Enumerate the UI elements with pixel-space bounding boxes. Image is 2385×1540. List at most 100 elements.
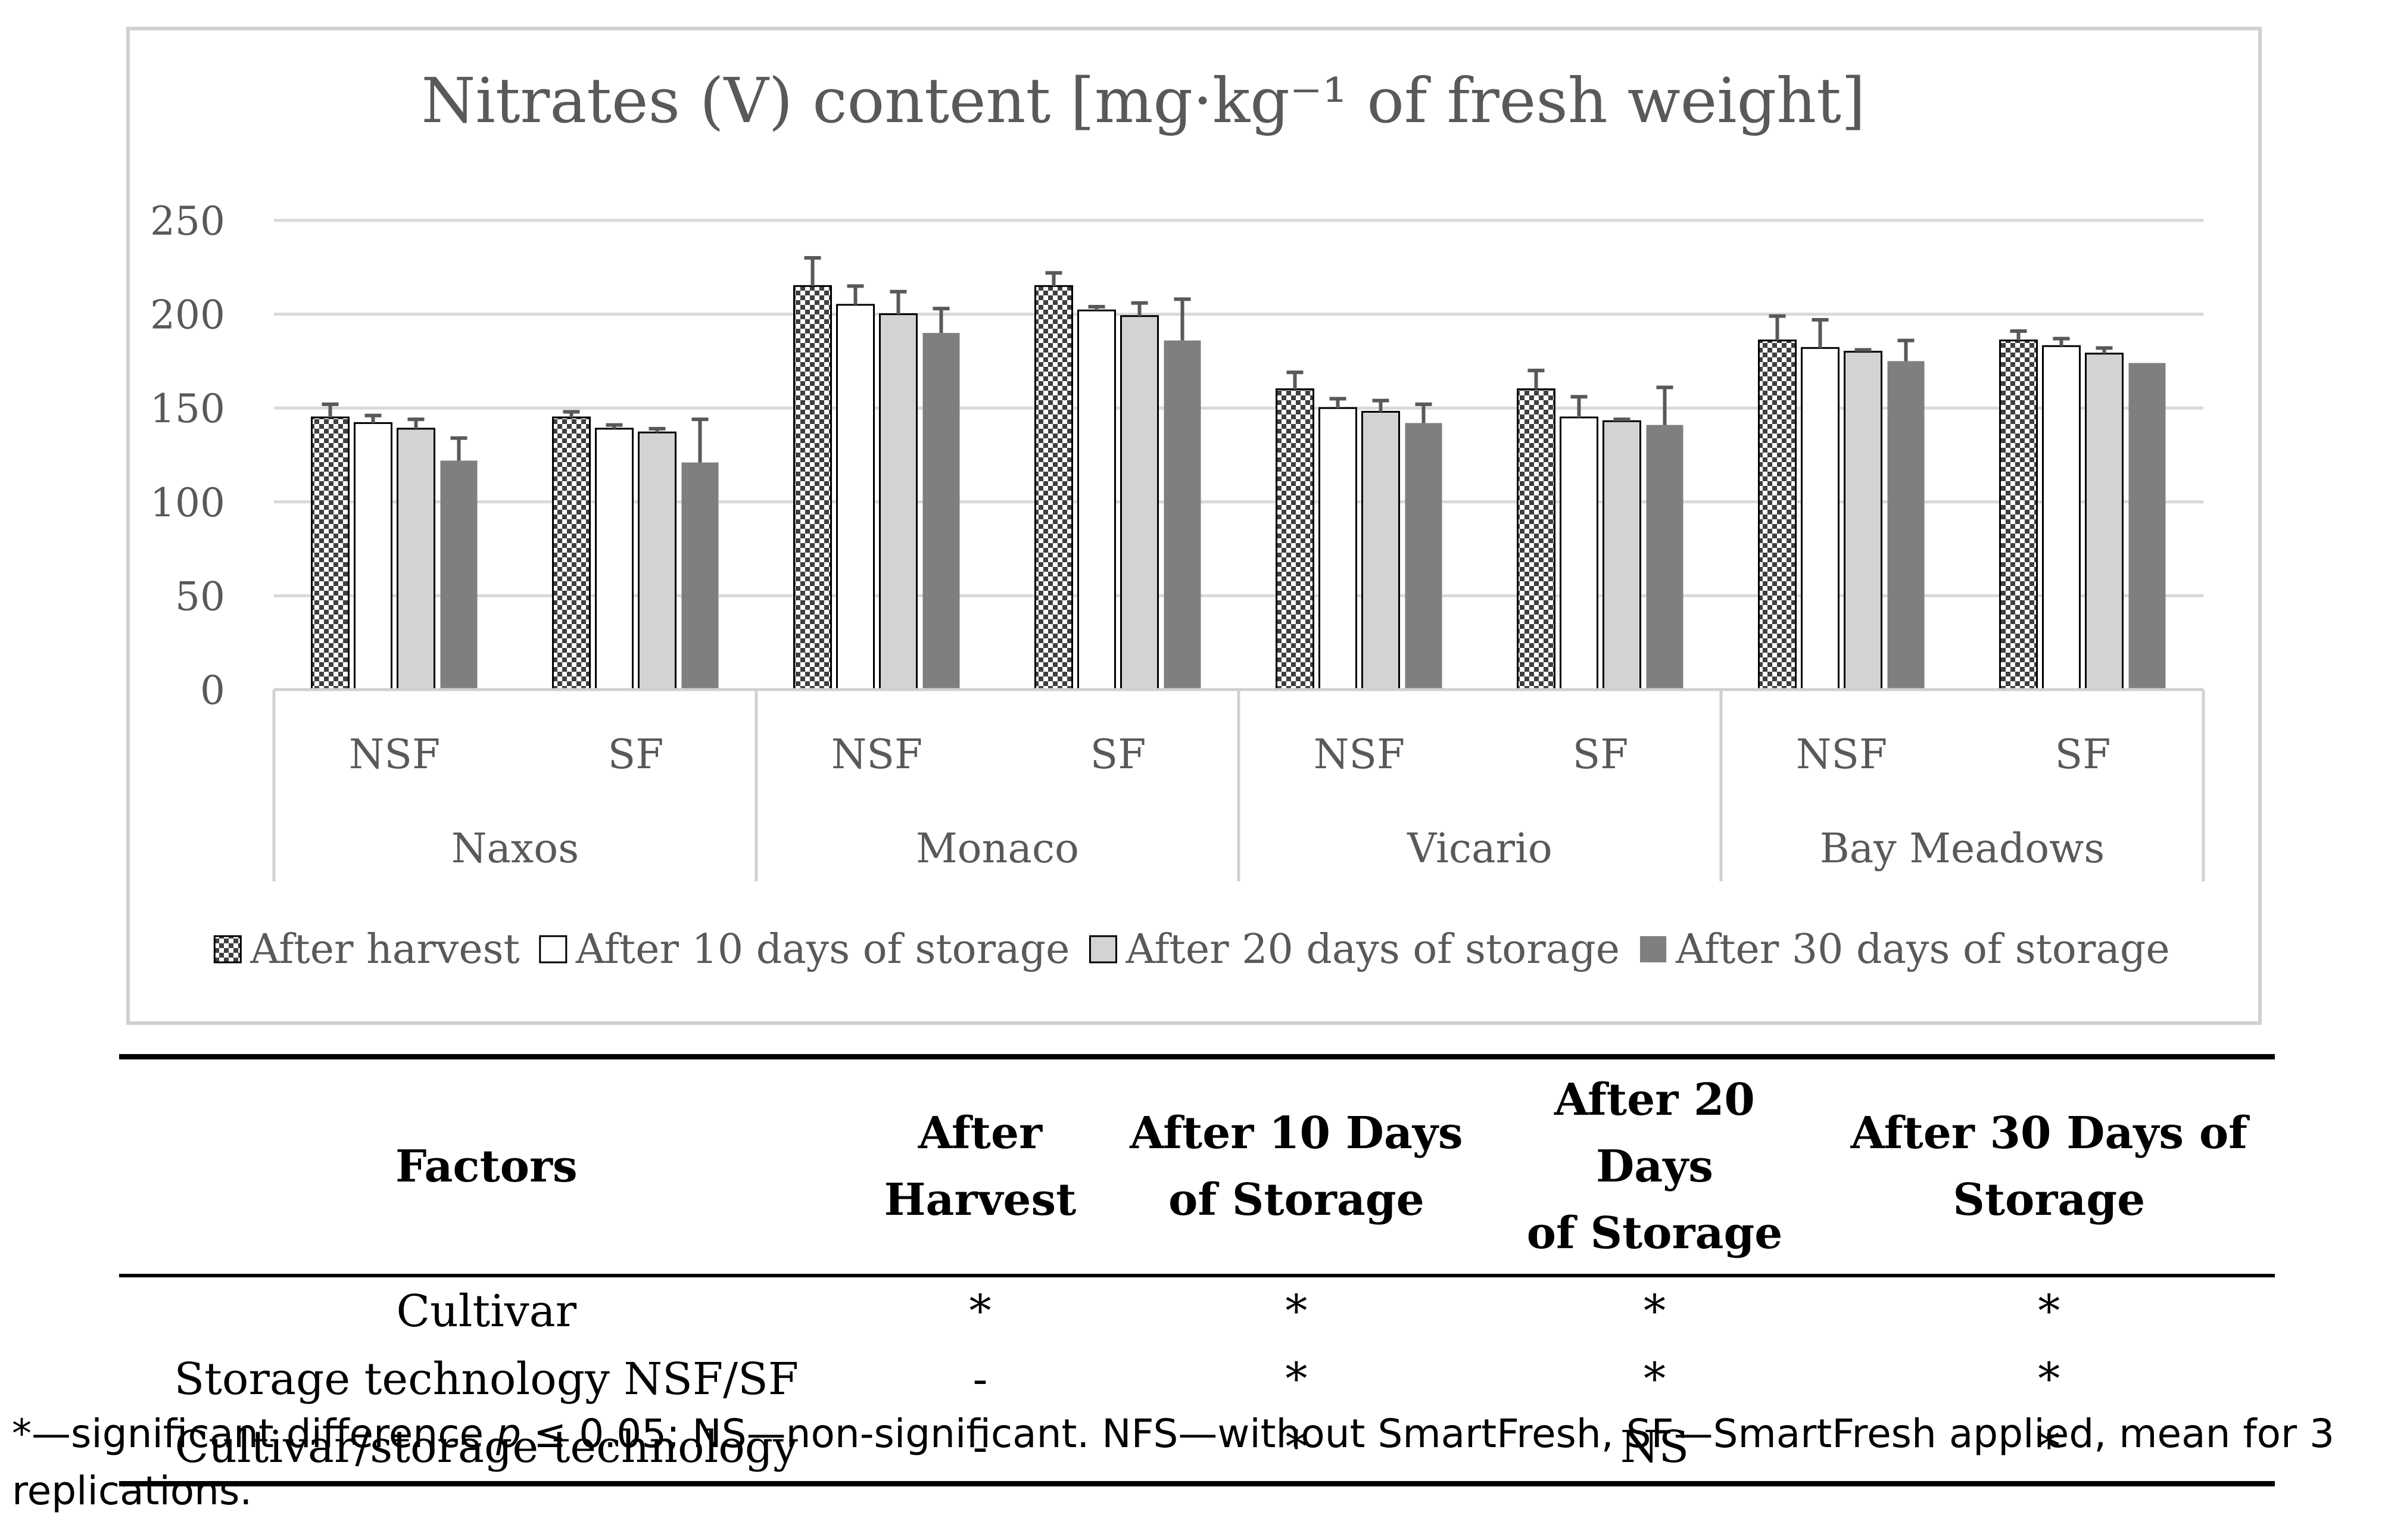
cell-after-10: * [1285,1421,1308,1473]
cultivar-label: Naxos [451,825,579,872]
row-factor: Storage technology NSF/SF [174,1354,799,1405]
legend-swatch [539,935,568,964]
y-axis-ticks: 0 50 100 150 200 250 [150,198,225,713]
bar-dark-sf [681,462,719,690]
bar-light-nsf [397,428,435,691]
error-bar [1415,402,1432,423]
table-row: Storage technology NSF/SF - * * * [119,1345,2275,1413]
table-row: Cultivar * * * * [119,1276,2275,1345]
error-bar [1286,370,1304,389]
legend-label: After harvest [250,926,520,973]
cell-after-harvest: * [969,1286,992,1337]
error-bar [2010,329,2027,341]
legend: After harvest After 10 days of storage Aft… [213,926,2170,973]
bars [311,285,2166,691]
cultivar-label: Bay Meadows [1820,825,2105,872]
y-tick-label: 250 [150,198,225,244]
bar-dark-nsf [1887,361,1925,690]
bar-checker-nsf [793,285,832,691]
error-bar [563,410,580,417]
bar-checker-sf [1999,339,2038,691]
error-bar [1174,297,1191,341]
bar-light-sf [1120,315,1159,691]
y-tick-label: 200 [150,292,225,338]
error-bar [322,402,339,417]
header-factors: Factors [395,1141,578,1192]
significance-table: Factors After Harvest After 10 Days of St… [119,1054,2275,1486]
treatment-label: SF [2055,731,2111,778]
bar-light-sf [638,431,676,691]
treatment-label: NSF [1314,731,1405,778]
bar-dark-sf [1164,340,1201,690]
error-bar [847,284,864,305]
header-after-harvest: After Harvest [884,1108,1077,1226]
cell-after-20: NS [1620,1421,1689,1473]
bar-checker-sf [552,416,591,691]
cell-after-harvest: - [972,1354,988,1405]
category-axis: NSF SF NSF SF NSF SF NSF SF Naxos Monaco Vicario Ba… [272,688,2205,881]
bar-dark-nsf [1405,423,1442,690]
cell-after-20: * [1643,1354,1666,1405]
treatment-label: SF [608,731,664,778]
legend-swatch [1640,936,1667,962]
error-bar [691,417,709,463]
treatment-label: SF [1573,731,1629,778]
error-bar [1570,395,1588,417]
treatment-label: NSF [349,731,440,778]
bar-light-sf [2085,353,2124,691]
bar-dark-nsf [922,333,960,690]
table-header-row: Factors After Harvest After 10 Days of St… [119,1056,2275,1276]
cultivar-label: Vicario [1407,825,1552,872]
bar-white-nsf [1801,347,1840,691]
row-factor: Cultivar/storage technology [174,1421,798,1473]
legend-label: After 10 days of storage [575,926,1070,973]
error-bar [1131,301,1148,316]
bar-dark-nsf [440,460,478,690]
treatment-label: NSF [1796,731,1887,778]
footnote-text-1: —significant difference [32,1411,497,1457]
cell-after-harvest: - [972,1421,988,1473]
error-bar [1613,417,1630,422]
bar-white-nsf [1318,407,1357,691]
footnote-p-symbol: p [496,1411,521,1457]
table-row: Cultivar/storage technology - * NS * [119,1413,2275,1484]
bar-light-nsf [1844,351,1882,691]
error-bar [450,436,467,461]
chart-frame [126,27,2262,1025]
cultivar-label: Monaco [916,825,1079,872]
legend-swatch [213,935,242,964]
treatment-label: SF [1090,731,1146,778]
chart: Nitrates (V) content [mg·kg⁻¹ of fresh w… [126,27,2262,1025]
legend-swatch [1089,935,1117,964]
treatment-label: NSF [831,731,922,778]
error-bar [933,307,950,333]
error-bar [1812,318,1829,348]
y-tick-label: 50 [175,573,225,619]
bar-light-nsf [879,313,918,691]
error-bar [1329,397,1346,409]
y-tick-label: 100 [150,480,225,526]
error-bar [1897,338,1915,361]
bar-checker-nsf [1758,339,1797,691]
cell-after-20: * [1643,1286,1666,1337]
header-after-10-days: After 10 Days of Storage [1130,1108,1463,1226]
row-factor: Cultivar [396,1286,577,1337]
footnote-star: * [12,1411,32,1457]
bar-checker-nsf [1276,388,1314,691]
bar-dark-sf [2128,363,2166,690]
bar-white-sf [1077,309,1116,691]
legend-label: After 30 days of storage [1675,926,2170,973]
error-bar [1769,314,1786,341]
error-bar [890,289,907,314]
y-tick-label: 0 [200,668,225,713]
cell-after-30: * [2038,1354,2060,1405]
bar-white-sf [2042,345,2081,691]
bar-checker-nsf [311,416,350,691]
error-bar [364,413,382,423]
bar-light-sf [1603,420,1641,691]
error-bars [322,256,2113,463]
footnote: *—significant difference p ≤ 0.05; NS—no… [12,1405,2370,1520]
bar-white-sf [595,428,634,691]
error-bar [1656,385,1673,425]
error-bar [1045,271,1062,286]
